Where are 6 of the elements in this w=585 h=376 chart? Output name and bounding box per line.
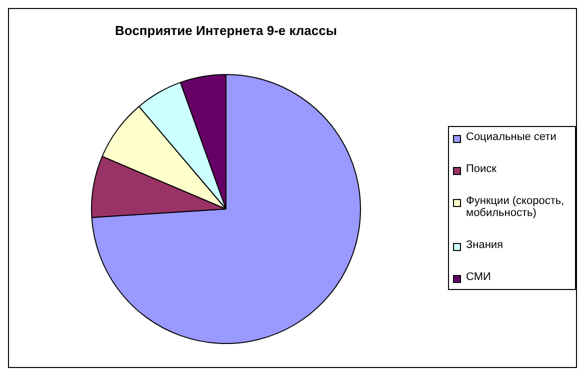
legend-label: Функции (скорость, мобильность) xyxy=(466,195,566,219)
legend-label: Знания xyxy=(466,239,504,251)
legend-label: Социальные сети xyxy=(466,131,556,143)
chart-title: Восприятие Интернета 9-е классы xyxy=(114,23,338,38)
legend-label: Поиск xyxy=(466,163,496,175)
legend-label: СМИ xyxy=(466,271,491,283)
